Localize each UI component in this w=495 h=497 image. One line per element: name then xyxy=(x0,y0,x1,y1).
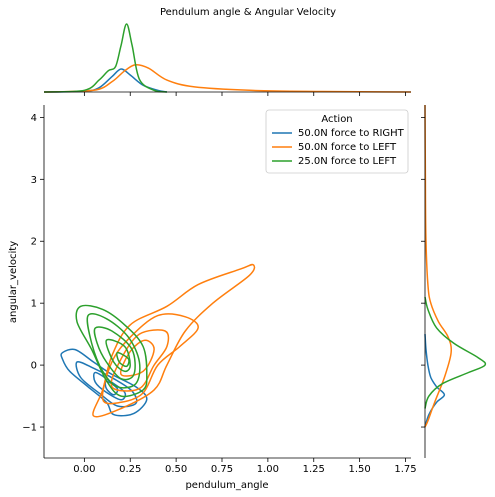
kde-contour-1-2 xyxy=(110,329,170,392)
x-tick-label: 1.00 xyxy=(257,464,279,475)
kde-contour-1-3 xyxy=(119,339,155,377)
x-tick-label: 0.25 xyxy=(119,464,141,475)
legend-title: Action xyxy=(321,114,352,125)
kde-contour-2-0 xyxy=(75,304,148,398)
axes: 0.00 0.25 0.50 0.75 1.00 1.25 1.50 1.75 −1 0 1 2 3 4 xyxy=(22,91,426,475)
x-axis-label: pendulum_angle xyxy=(185,480,268,491)
kde-contour-2-2 xyxy=(93,326,136,381)
y-tick-label: 3 xyxy=(31,175,37,186)
right-kde-curve-1 xyxy=(424,104,453,428)
kde-contour-2-4 xyxy=(116,351,130,368)
chart-title: Pendulum angle & Angular Velocity xyxy=(160,7,336,18)
x-tick-label: 1.75 xyxy=(394,464,416,475)
legend-entry-1: 50.0N force to LEFT xyxy=(298,142,397,153)
y-tick-label: 4 xyxy=(31,113,37,124)
kde-contour-0-1 xyxy=(75,360,138,408)
kde-contour-0-0 xyxy=(60,348,148,417)
x-tick-label: 1.25 xyxy=(303,464,325,475)
legend-entry-2: 25.0N force to LEFT xyxy=(298,156,397,167)
kde-contour-2-3 xyxy=(105,338,131,373)
joint-kde-contours xyxy=(60,263,256,418)
kde-contour-1-1 xyxy=(101,313,199,405)
y-tick-label: 1 xyxy=(31,299,37,310)
kde-contour-1-0 xyxy=(92,263,256,418)
kde-contour-2-1 xyxy=(86,313,141,389)
x-tick-label: 1.50 xyxy=(348,464,370,475)
y-tick-label: 2 xyxy=(31,237,37,248)
y-axis-label: angular_velocity xyxy=(8,241,19,323)
y-tick-label: 0 xyxy=(31,361,37,372)
right-marginal-kde xyxy=(424,104,487,428)
legend-entry-0: 50.0N force to RIGHT xyxy=(298,128,405,139)
x-tick-label: 0.75 xyxy=(211,464,233,475)
x-tick-label: 0.50 xyxy=(165,464,187,475)
x-tick-label: 0.00 xyxy=(73,464,95,475)
right-kde-curve-2 xyxy=(424,296,487,409)
y-tick-label: −1 xyxy=(22,423,37,434)
top-marginal-kde xyxy=(43,23,412,93)
legend-box xyxy=(265,109,409,174)
top-kde-curve-1 xyxy=(43,63,412,93)
legend: Action 50.0N force to RIGHT 50.0N force to… xyxy=(265,109,409,174)
top-kde-curve-2 xyxy=(43,23,168,93)
right-kde-curve-0 xyxy=(424,334,446,428)
